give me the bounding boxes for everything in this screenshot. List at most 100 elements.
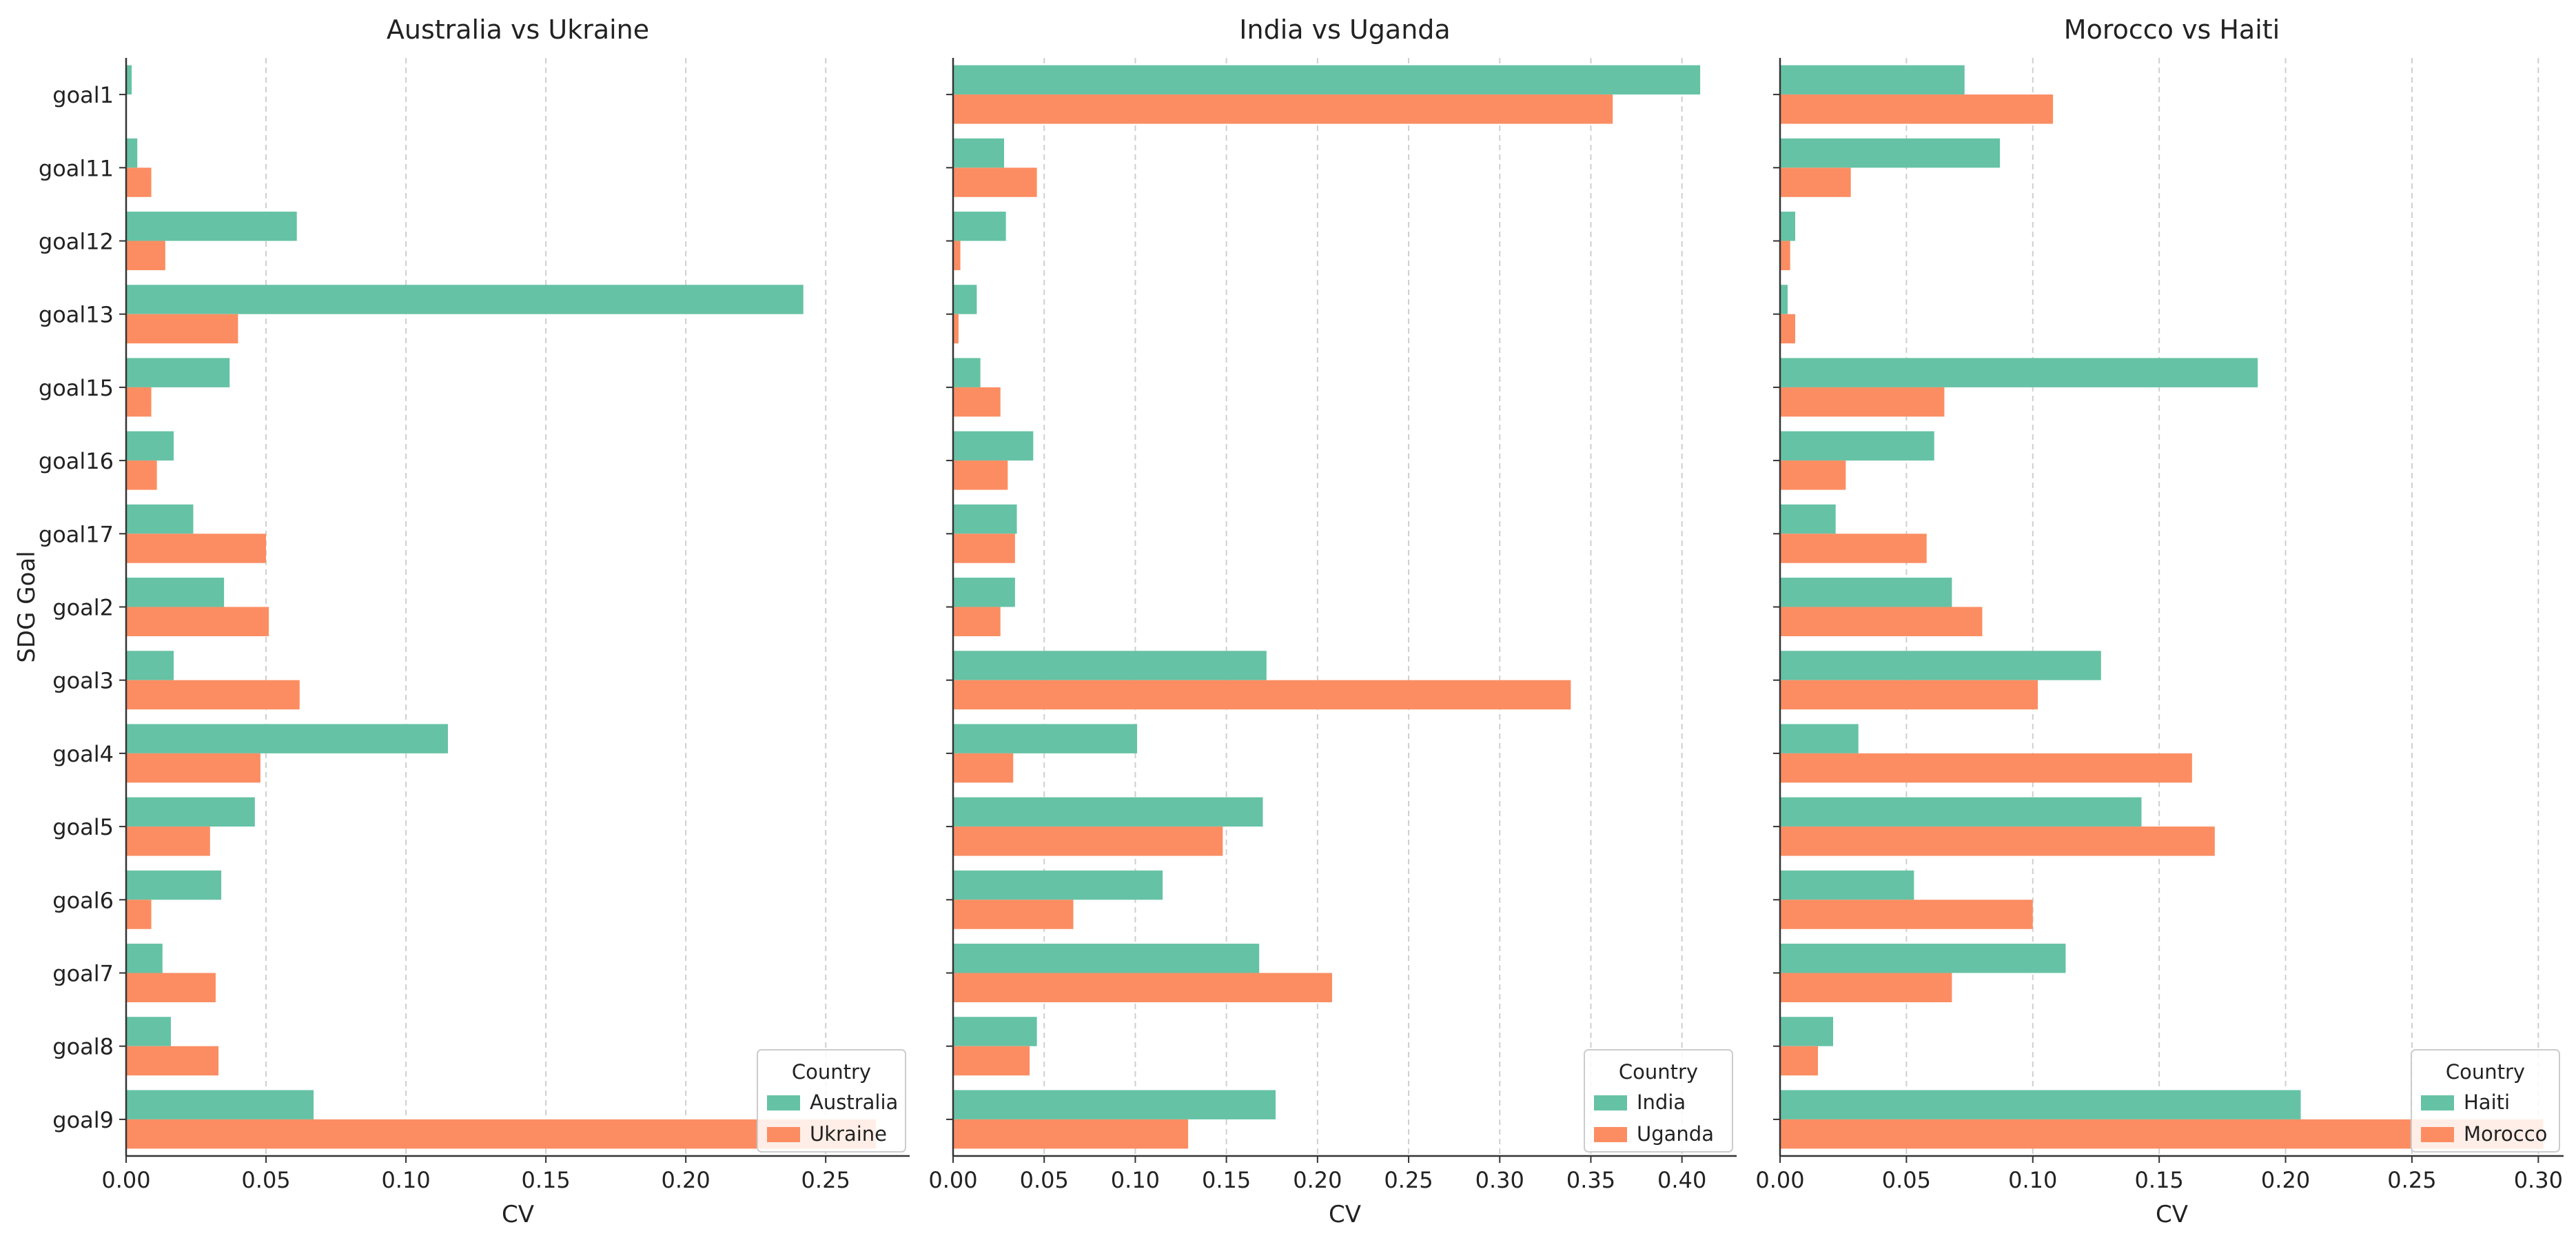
bar-uganda-goal11 — [953, 168, 1037, 197]
chart-panel-2: 0.00 0.05 0.10 0.15 0.20 0.25 0.30 0.35 0.40 CV In… — [928, 14, 1737, 1228]
bar-ukraine-goal13 — [126, 314, 238, 344]
bar-india-goal1 — [953, 65, 1701, 95]
bar-haiti-goal4 — [1780, 724, 1859, 753]
bar-india-goal3 — [953, 651, 1267, 680]
x-tick-label: 0.25 — [801, 1167, 850, 1193]
bar-morocco-goal16 — [1780, 460, 1846, 490]
bar-ukraine-goal2 — [126, 607, 269, 636]
bar-australia-goal8 — [126, 1017, 171, 1046]
y-tick-label: goal3 — [52, 668, 114, 694]
bar-australia-goal3 — [126, 651, 174, 680]
bar-india-goal7 — [953, 944, 1260, 973]
y-tick-label: goal17 — [39, 521, 114, 547]
bar-india-goal16 — [953, 431, 1034, 461]
bar-ukraine-goal4 — [126, 753, 260, 783]
bar-uganda-goal9 — [953, 1119, 1189, 1149]
x-tick-label: 0.40 — [1657, 1167, 1706, 1193]
x-tick-label: 0.30 — [2514, 1167, 2563, 1193]
bar-haiti-goal3 — [1780, 651, 2101, 680]
bar-ukraine-goal7 — [126, 973, 216, 1002]
x-tick-label: 0.25 — [2387, 1167, 2436, 1193]
bar-india-goal8 — [953, 1017, 1037, 1046]
legend-label-australia: Australia — [810, 1090, 898, 1114]
bar-australia-goal4 — [126, 724, 448, 753]
bar-australia-goal13 — [126, 285, 804, 314]
legend-swatch-uganda — [1594, 1127, 1627, 1142]
x-tick-label: 0.00 — [1755, 1167, 1804, 1193]
y-tick-label: goal12 — [39, 229, 114, 255]
x-tick-label: 0.20 — [2261, 1167, 2310, 1193]
bar-haiti-goal2 — [1780, 578, 1952, 607]
bar-india-goal9 — [953, 1090, 1276, 1119]
legend-swatch-australia — [767, 1095, 800, 1110]
x-tick-label: 0.10 — [1111, 1167, 1160, 1193]
bar-india-goal12 — [953, 212, 1006, 241]
bar-uganda-goal6 — [953, 900, 1074, 929]
bar-morocco-goal8 — [1780, 1046, 1819, 1076]
chart-panel-1: goal1 goal11 goal12 goal13 goal15 goal16 goal1… — [13, 14, 910, 1228]
bar-morocco-goal2 — [1780, 607, 1983, 636]
legend-title: Country — [2446, 1060, 2525, 1084]
x-tick-label: 0.25 — [1384, 1167, 1433, 1193]
bar-morocco-goal3 — [1780, 680, 2038, 710]
legend-label-uganda: Uganda — [1637, 1122, 1714, 1146]
bar-australia-goal7 — [126, 944, 163, 973]
legend-label-haiti: Haiti — [2464, 1090, 2510, 1114]
legend-box — [1584, 1049, 1733, 1153]
bar-ukraine-goal9 — [126, 1119, 877, 1149]
y-tick-label: goal8 — [52, 1034, 114, 1060]
legend-label-morocco: Morocco — [2464, 1122, 2547, 1146]
bar-ukraine-goal16 — [126, 460, 157, 490]
bar-uganda-goal1 — [953, 94, 1613, 124]
bar-ukraine-goal3 — [126, 680, 300, 710]
x-tick-label: 0.10 — [381, 1167, 430, 1193]
legend-box — [757, 1049, 906, 1153]
bar-haiti-goal5 — [1780, 797, 2142, 827]
bar-uganda-goal3 — [953, 680, 1571, 710]
bar-morocco-goal1 — [1780, 94, 2054, 124]
bar-india-goal6 — [953, 870, 1163, 900]
bar-uganda-goal12 — [953, 241, 961, 270]
bar-australia-goal11 — [126, 138, 138, 168]
bar-morocco-goal17 — [1780, 534, 1927, 563]
chart-title: Australia vs Ukraine — [387, 14, 649, 45]
bar-haiti-goal15 — [1780, 358, 2258, 387]
bar-india-goal2 — [953, 578, 1015, 607]
bar-ukraine-goal12 — [126, 241, 165, 270]
bar-morocco-goal4 — [1780, 753, 2192, 783]
bar-haiti-goal17 — [1780, 504, 1836, 534]
bar-haiti-goal16 — [1780, 431, 1934, 461]
legend: Country Haiti Morocco — [2411, 1049, 2560, 1153]
legend-swatch-morocco — [2421, 1127, 2454, 1142]
x-tick-label: 0.10 — [2008, 1167, 2057, 1193]
bar-uganda-goal5 — [953, 826, 1223, 856]
x-tick-label: 0.15 — [1202, 1167, 1251, 1193]
legend-title: Country — [1619, 1060, 1698, 1084]
bar-ukraine-goal8 — [126, 1046, 219, 1076]
bar-haiti-goal11 — [1780, 138, 2001, 168]
bar-morocco-goal7 — [1780, 973, 1952, 1002]
x-tick-label: 0.00 — [101, 1167, 150, 1193]
bar-uganda-goal15 — [953, 387, 1001, 417]
bar-australia-goal9 — [126, 1090, 314, 1119]
bar-haiti-goal7 — [1780, 944, 2066, 973]
x-tick-label: 0.05 — [1882, 1167, 1931, 1193]
bar-haiti-goal12 — [1780, 212, 1796, 241]
bar-uganda-goal16 — [953, 460, 1008, 490]
legend-title: Country — [792, 1060, 871, 1084]
y-tick-label: goal6 — [52, 887, 114, 913]
x-axis-label: CV — [1329, 1201, 1361, 1228]
bar-ukraine-goal15 — [126, 387, 152, 417]
y-tick-label: goal5 — [52, 814, 114, 840]
bar-ukraine-goal17 — [126, 534, 267, 563]
bar-ukraine-goal11 — [126, 168, 152, 197]
chart-title: Morocco vs Haiti — [2064, 14, 2280, 45]
x-tick-label: 0.20 — [662, 1167, 711, 1193]
x-tick-label: 0.00 — [928, 1167, 977, 1193]
bar-india-goal4 — [953, 724, 1138, 753]
bar-morocco-goal13 — [1780, 314, 1796, 344]
bar-uganda-goal2 — [953, 607, 1001, 636]
bar-haiti-goal13 — [1780, 285, 1788, 314]
bar-india-goal5 — [953, 797, 1263, 827]
